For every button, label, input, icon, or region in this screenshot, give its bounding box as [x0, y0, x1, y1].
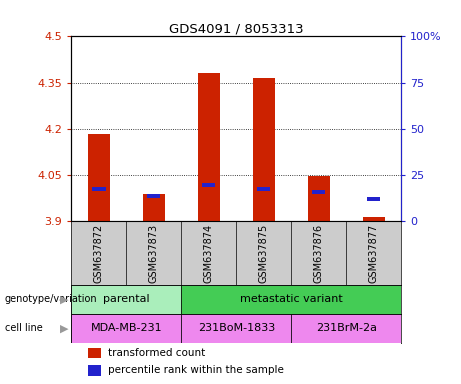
Bar [367, 197, 380, 201]
Title: GDS4091 / 8053313: GDS4091 / 8053313 [169, 22, 304, 35]
Bar [147, 194, 160, 198]
Bar [92, 187, 106, 190]
Bar [363, 217, 384, 221]
Text: 231BoM-1833: 231BoM-1833 [198, 323, 275, 333]
Bar [71, 285, 181, 314]
Text: transformed count: transformed count [108, 348, 205, 358]
Text: parental: parental [103, 294, 150, 304]
Bar [257, 187, 270, 190]
Bar [181, 314, 291, 343]
Text: ▶: ▶ [60, 323, 68, 333]
Bar [312, 190, 325, 194]
Text: GSM637874: GSM637874 [204, 223, 214, 283]
Bar [291, 314, 401, 343]
Bar [88, 365, 101, 376]
Bar [198, 73, 220, 221]
Bar [307, 176, 330, 221]
Text: 231BrM-2a: 231BrM-2a [316, 323, 377, 333]
Text: GSM637876: GSM637876 [313, 223, 324, 283]
Bar [88, 134, 110, 221]
Text: ▶: ▶ [60, 294, 68, 304]
Text: GSM637872: GSM637872 [94, 223, 104, 283]
Text: MDA-MB-231: MDA-MB-231 [90, 323, 162, 333]
Text: percentile rank within the sample: percentile rank within the sample [108, 366, 284, 376]
Bar [71, 314, 181, 343]
Bar [253, 78, 275, 221]
Bar [143, 194, 165, 221]
Text: cell line: cell line [5, 323, 42, 333]
Bar [202, 184, 215, 187]
Text: GSM637873: GSM637873 [149, 223, 159, 283]
Text: metastatic variant: metastatic variant [240, 294, 343, 304]
Text: GSM637875: GSM637875 [259, 223, 269, 283]
Bar [181, 285, 401, 314]
Text: genotype/variation: genotype/variation [5, 294, 97, 304]
Bar [88, 348, 101, 358]
Text: GSM637877: GSM637877 [369, 223, 378, 283]
